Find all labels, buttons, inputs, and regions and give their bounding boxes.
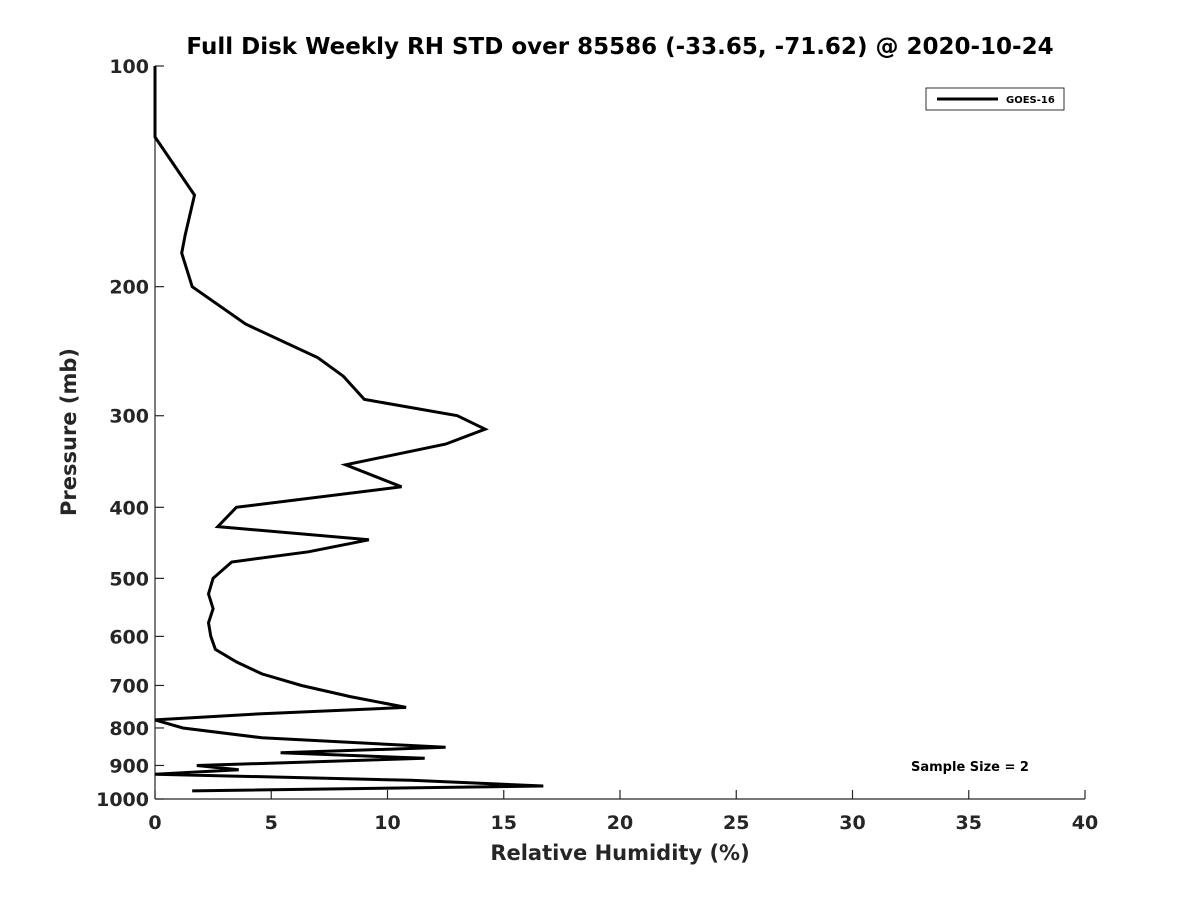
x-axis-ticks: 0 5 10 15 20 25 30 35 40	[148, 790, 1098, 834]
x-tick-label: 10	[374, 812, 400, 834]
y-axis-label: Pressure (mb)	[57, 348, 81, 516]
series-line-goes-16	[153, 66, 544, 793]
y-tick-label: 600	[109, 626, 149, 648]
x-tick-label: 5	[265, 812, 278, 834]
y-tick-label: 900	[109, 755, 149, 777]
chart-title: Full Disk Weekly RH STD over 85586 (-33.…	[186, 34, 1053, 60]
y-tick-label: 400	[109, 497, 149, 519]
x-tick-label: 35	[956, 812, 982, 834]
x-tick-label: 30	[839, 812, 865, 834]
x-tick-label: 0	[148, 812, 161, 834]
legend-label-goes-16: GOES-16	[1006, 95, 1055, 106]
x-axis-label: Relative Humidity (%)	[490, 841, 749, 865]
y-axis-ticks: 100 200 300 400 500 600 700 800 900 1000	[96, 56, 164, 811]
y-tick-label: 200	[109, 277, 149, 299]
y-tick-label: 800	[109, 718, 149, 740]
y-tick-label: 500	[109, 568, 149, 590]
y-tick-label: 300	[109, 406, 149, 428]
legend: GOES-16	[925, 87, 1065, 111]
x-tick-label: 20	[607, 812, 633, 834]
sample-size-annotation: Sample Size = 2	[911, 760, 1029, 775]
y-tick-label: 1000	[96, 789, 149, 811]
y-tick-label: 100	[109, 56, 149, 78]
x-tick-label: 25	[723, 812, 749, 834]
x-tick-label: 40	[1072, 812, 1098, 834]
y-tick-label: 700	[109, 675, 149, 697]
x-tick-label: 15	[491, 812, 517, 834]
